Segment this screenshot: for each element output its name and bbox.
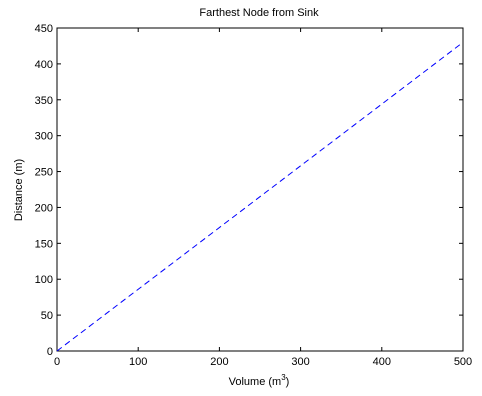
y-tick-label: 100 [35,274,53,286]
x-axis-label: Volume (m3) [229,373,290,388]
y-tick-label: 300 [35,131,53,143]
plot-area [57,28,463,351]
y-tick-label: 400 [35,59,53,71]
x-tick-label: 200 [210,356,228,368]
y-axis-label: Distance (m) [13,159,25,221]
chart-title: Farthest Node from Sink [199,7,319,19]
x-tick-label: 300 [291,356,309,368]
x-tick-label: 100 [129,356,147,368]
x-tick-label: 400 [373,356,391,368]
y-tick-label: 0 [47,346,53,358]
x-axis-label-text: Volume (m [229,376,282,388]
y-tick-label: 200 [35,202,53,214]
x-axis-label-suffix: ) [286,376,290,388]
y-tick-label: 150 [35,238,53,250]
x-tick-label: 0 [54,356,60,368]
y-tick-label: 450 [35,23,53,35]
x-tick-label: 500 [454,356,472,368]
y-tick-label: 250 [35,167,53,179]
y-tick-label: 50 [41,310,53,322]
y-tick-label: 350 [35,95,53,107]
